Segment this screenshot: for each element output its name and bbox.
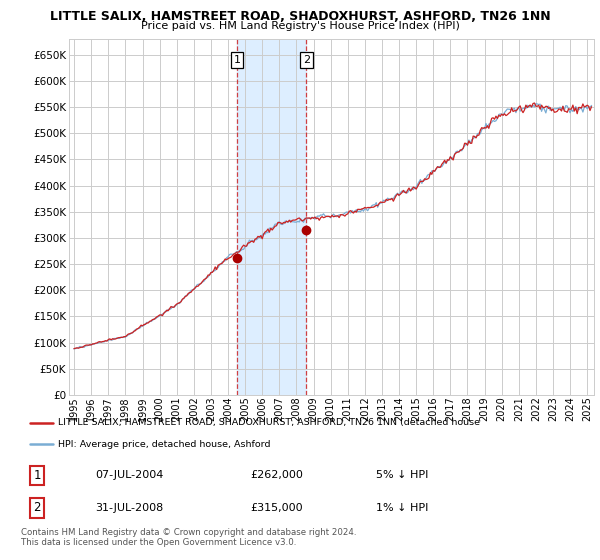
Text: 5% ↓ HPI: 5% ↓ HPI: [376, 470, 428, 480]
Text: Contains HM Land Registry data © Crown copyright and database right 2024.
This d: Contains HM Land Registry data © Crown c…: [21, 528, 356, 548]
Text: 1: 1: [233, 55, 241, 65]
Text: 1% ↓ HPI: 1% ↓ HPI: [376, 503, 428, 513]
Text: £262,000: £262,000: [250, 470, 303, 480]
Text: 2: 2: [303, 55, 310, 65]
Text: 31-JUL-2008: 31-JUL-2008: [95, 503, 164, 513]
Text: 1: 1: [33, 469, 41, 482]
Text: Price paid vs. HM Land Registry's House Price Index (HPI): Price paid vs. HM Land Registry's House …: [140, 21, 460, 31]
Text: 2: 2: [33, 501, 41, 515]
Text: LITTLE SALIX, HAMSTREET ROAD, SHADOXHURST, ASHFORD, TN26 1NN: LITTLE SALIX, HAMSTREET ROAD, SHADOXHURS…: [50, 10, 550, 23]
Text: 07-JUL-2004: 07-JUL-2004: [95, 470, 164, 480]
Text: HPI: Average price, detached house, Ashford: HPI: Average price, detached house, Ashf…: [58, 440, 271, 449]
Text: £315,000: £315,000: [250, 503, 303, 513]
Bar: [237, 39, 307, 395]
Text: LITTLE SALIX, HAMSTREET ROAD, SHADOXHURST, ASHFORD, TN26 1NN (detached house: LITTLE SALIX, HAMSTREET ROAD, SHADOXHURS…: [58, 418, 480, 427]
